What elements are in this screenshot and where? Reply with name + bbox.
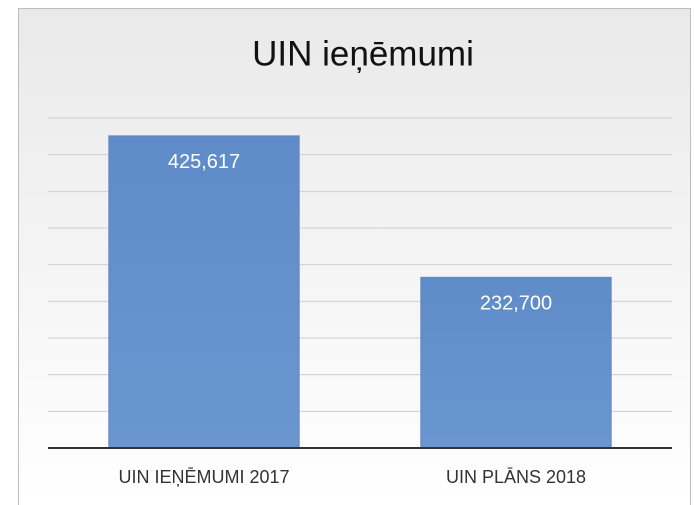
data-label: 425,617: [168, 151, 240, 173]
x-tick-label: UIN IEŅĒMUMI 2017: [118, 467, 289, 487]
data-label: 232,700: [480, 293, 552, 315]
x-tick-label: UIN PLĀNS 2018: [446, 467, 586, 487]
bar: [108, 135, 300, 449]
bar: [420, 276, 612, 449]
chart-title: UIN ieņēmumi: [252, 34, 474, 73]
